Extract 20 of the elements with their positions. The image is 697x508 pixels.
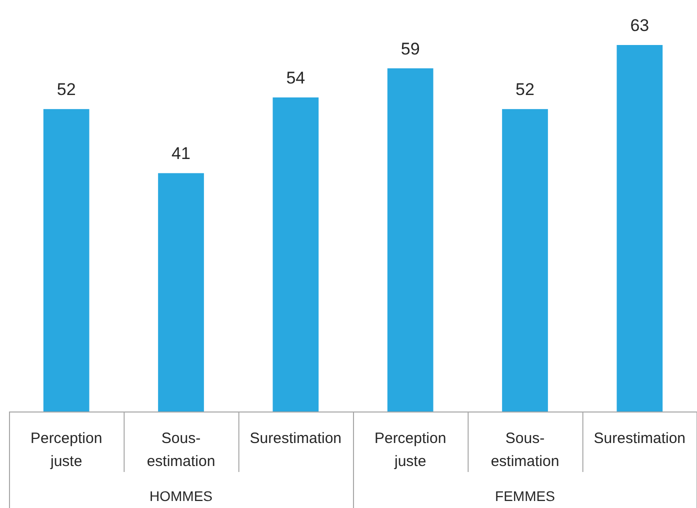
data-label: 52 [56, 80, 76, 100]
x-tick-label: Perception juste [30, 430, 102, 470]
x-tick-label: Surestimation [250, 430, 342, 447]
x-tick-label: Sous-estimation [490, 430, 560, 470]
data-label: 41 [172, 144, 190, 164]
bar [158, 173, 204, 412]
data-label: 59 [400, 39, 420, 58]
bar [502, 109, 548, 412]
data-label: 52 [516, 80, 534, 100]
bar [616, 45, 663, 412]
data-label: 54 [286, 68, 306, 88]
bar [43, 109, 90, 412]
bar [387, 68, 434, 412]
x-tick-label: Surestimation [594, 430, 686, 447]
bar [272, 97, 319, 412]
text: HOMMES [150, 488, 212, 504]
x-tick-label: Perception juste [374, 430, 446, 470]
text: FEMMES [495, 488, 555, 504]
x-tick-label: Sous-estimation [146, 430, 216, 470]
data-label: 63 [630, 16, 650, 35]
